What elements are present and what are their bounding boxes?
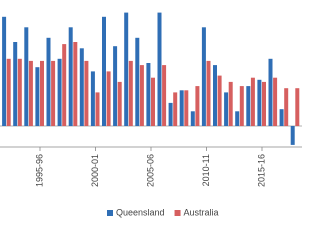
x-tick-label: 2015-16 (256, 154, 266, 187)
x-tick-label: 2005-06 (145, 154, 155, 187)
bar (239, 86, 244, 126)
bar (46, 37, 51, 126)
bar (217, 75, 222, 126)
bar (2, 16, 7, 126)
bar (124, 12, 129, 127)
bar (146, 63, 151, 126)
bar (51, 60, 56, 126)
bar (73, 42, 78, 126)
legend-swatch (107, 210, 113, 216)
bar (195, 86, 200, 126)
bar (179, 90, 184, 126)
bar (102, 16, 106, 126)
bar (235, 111, 240, 126)
legend-label: Australia (184, 207, 219, 217)
bar (40, 60, 44, 126)
bar (262, 81, 266, 126)
bar (17, 58, 22, 126)
x-tick-label: 2010-11 (201, 154, 211, 186)
bar (106, 71, 111, 126)
bar (68, 27, 73, 126)
bar (6, 58, 11, 126)
bar (157, 12, 162, 127)
bar (128, 60, 133, 126)
bar (57, 58, 62, 126)
bar (213, 65, 217, 126)
bar (173, 92, 178, 126)
bar (90, 71, 95, 126)
bar (95, 92, 100, 126)
legend-swatch (174, 210, 181, 216)
bar (295, 88, 300, 126)
bar (84, 60, 89, 126)
bar (184, 90, 189, 126)
bar (24, 27, 29, 126)
bar (268, 58, 273, 126)
chart: Queensland Australia 1995-96 2000-01 2005-0… (0, 12, 302, 217)
bar (206, 60, 211, 126)
bar (279, 109, 284, 126)
x-tick-label: 2000-01 (90, 154, 100, 187)
bar (284, 88, 289, 126)
legend: Queensland Australia (107, 207, 219, 217)
bar (250, 77, 255, 126)
bar (246, 86, 251, 126)
bar (35, 67, 40, 126)
bar (62, 44, 67, 126)
x-tick-label: 1995-96 (34, 154, 44, 187)
bar (257, 79, 262, 126)
bar (13, 42, 18, 126)
bar (201, 27, 206, 126)
bar (113, 46, 118, 127)
bar (28, 60, 33, 126)
bar (224, 92, 229, 126)
legend-label: Queensland (116, 207, 165, 217)
bar (117, 81, 122, 126)
bar (162, 65, 167, 126)
bar (79, 48, 84, 126)
bar (168, 102, 173, 126)
bar (190, 111, 195, 126)
bar (151, 77, 155, 126)
bar (135, 37, 140, 126)
bar (290, 126, 295, 145)
bar (139, 65, 144, 126)
bar (273, 77, 278, 126)
bar (228, 81, 233, 126)
